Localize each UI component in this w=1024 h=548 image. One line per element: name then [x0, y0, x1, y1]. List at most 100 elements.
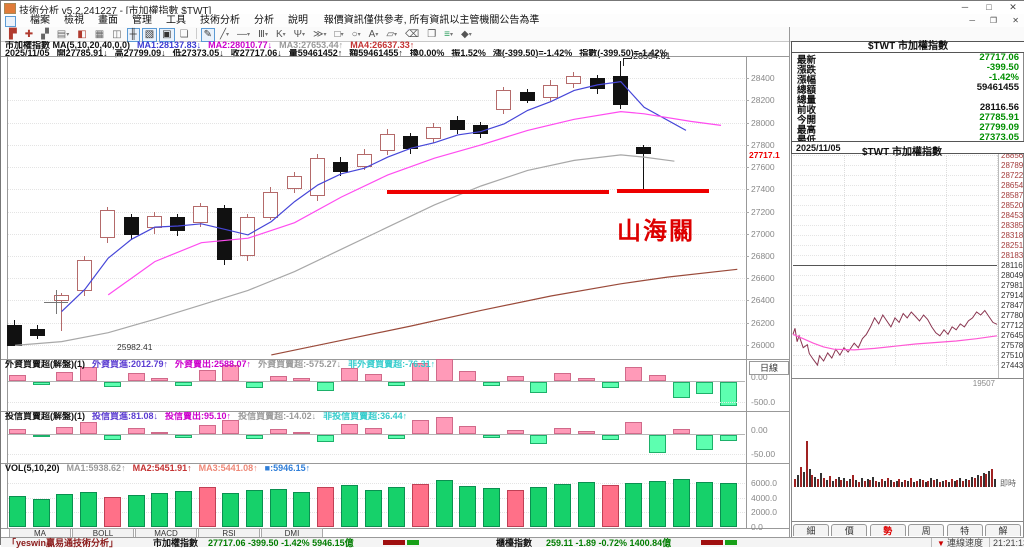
peak-pointer-line — [623, 58, 624, 66]
right-tab-2[interactable]: 勢 — [869, 524, 906, 536]
indicator-tab-boll[interactable]: BOLL — [72, 528, 134, 538]
header-part: MA1:28137.83↓ — [137, 41, 202, 50]
header-part: ■:5946.15↑ — [264, 464, 311, 473]
close-button[interactable]: ✕ — [1009, 2, 1017, 12]
copy-window-icon[interactable]: ❏ — [179, 29, 189, 40]
candle — [403, 136, 418, 149]
shape-tool-icon[interactable]: ▱▾ — [386, 29, 398, 40]
intraday-volume-bar — [936, 479, 938, 487]
foreign-axis-1: -500.0 — [751, 397, 776, 407]
child-minimize-button[interactable]: ─ — [969, 16, 975, 25]
trust-axis-0: 0.00 — [751, 425, 768, 435]
grid-icon[interactable]: ▦ — [94, 29, 105, 40]
maximize-button[interactable]: □ — [986, 2, 992, 12]
trust-net-bar — [625, 422, 642, 434]
rectangle-tool-icon[interactable]: □▾ — [334, 29, 344, 40]
channel-tool-icon[interactable]: ≫▾ — [313, 29, 327, 40]
add-symbol-icon[interactable]: ✚ — [24, 29, 34, 40]
volume-bar — [388, 487, 405, 527]
period-icon[interactable]: ▤▾ — [56, 29, 70, 40]
child-restore-button[interactable]: ❐ — [989, 16, 997, 25]
quote-row-value: -1.42% — [988, 72, 1019, 83]
split-view-icon[interactable]: ◫ — [112, 29, 122, 40]
header-part: 指數(-399.50)=-1.42% — [579, 49, 668, 58]
brand-label: 「yeswin贏易通技術分析」 — [7, 538, 119, 548]
foreign-net-bar-zero-line — [8, 381, 745, 382]
grid-red-icon[interactable]: ◧ — [77, 29, 87, 40]
menu-item-工具[interactable]: 工具 — [166, 15, 186, 26]
right-tab-5[interactable]: 解 — [985, 524, 1021, 536]
pitchfork-tool-icon[interactable]: Ψ▾ — [293, 29, 306, 40]
menu-item-檢視[interactable]: 檢視 — [64, 15, 84, 26]
candle — [613, 76, 628, 105]
right-tab-4[interactable]: 特 — [946, 524, 983, 536]
indicator-tab-ma[interactable]: MA — [9, 528, 71, 538]
intraday-volume-bar — [945, 480, 947, 487]
axis-tick — [746, 278, 749, 279]
windows-icon[interactable]: ❐ — [427, 29, 437, 40]
indicator-tab-rsi[interactable]: RSI — [198, 528, 260, 538]
foreign-net-bar — [649, 375, 666, 381]
trust-net-bar — [388, 435, 405, 439]
minimize-button[interactable]: ─ — [961, 2, 969, 12]
menu-item-分析[interactable]: 分析 — [254, 15, 274, 26]
child-close-button[interactable]: ✕ — [1012, 16, 1019, 25]
volume-bar — [293, 492, 310, 527]
bottom-tabs-border — [1, 528, 789, 529]
foreign-panel-top-border — [1, 359, 789, 360]
layout-lines-icon[interactable]: ≡▾ — [444, 29, 454, 40]
intraday-bottom-border — [791, 521, 1024, 522]
foreign-net-bar — [365, 374, 382, 381]
quote-row-label: 總量 — [797, 95, 817, 106]
menu-item-技術分析[interactable]: 技術分析 — [200, 15, 240, 26]
save-icon[interactable]: ◆▾ — [461, 29, 472, 40]
indicator-tab-macd[interactable]: MACD — [135, 528, 197, 538]
pane-toggle-icon[interactable]: ▣ — [159, 28, 175, 42]
vertical-lines-tool-icon[interactable]: Ⅲ▾ — [258, 29, 268, 40]
ellipse-tool-icon[interactable]: ○▾ — [351, 29, 361, 40]
quote-row: 漲跌 -399.50 — [792, 62, 1024, 76]
right-tab-0[interactable]: 細 — [793, 524, 829, 536]
horizontal-line-tool-icon[interactable]: ―▾ — [237, 29, 251, 40]
period-selector[interactable]: 日線 — [749, 361, 789, 375]
quote-row-value: 59461455 — [976, 82, 1019, 93]
mini-chart-icon[interactable]: ▞ — [41, 29, 49, 40]
intraday-hgrid — [793, 245, 997, 246]
low-price-label: 25982.41 — [117, 342, 153, 352]
trust-axis-1: -50.00 — [751, 449, 776, 459]
intraday-volume-bar — [872, 477, 874, 487]
foreign-net-bar — [9, 375, 26, 381]
intraday-volume-bar — [887, 478, 889, 487]
price-ladder-label: 27712 — [1001, 321, 1024, 330]
menu-item-檔案[interactable]: 檔案 — [30, 15, 50, 26]
header-part: 市加權指數 MA(5,10,20,40,0,0) — [5, 41, 131, 50]
foreign-net-bar — [483, 382, 500, 386]
trendline-tool-icon[interactable]: ╱▾ — [219, 29, 230, 40]
right-tab-1[interactable]: 價 — [831, 524, 868, 536]
overlay-toggle-icon[interactable]: ▧ — [141, 28, 158, 42]
price-ladder-label: 27914 — [1001, 291, 1024, 300]
indicator-header: 市加權指數 MA(5,10,20,40,0,0) MA1:28137.83↓ MA2… — [5, 41, 785, 50]
candlestick-toggle-icon[interactable]: ╫ — [126, 28, 140, 42]
menu-item-說明[interactable]: 說明 — [288, 15, 308, 26]
candle — [520, 92, 535, 101]
trust-net-bar — [222, 420, 239, 434]
menu-item-畫面[interactable]: 畫面 — [98, 15, 118, 26]
eraser-tool-icon[interactable]: ⌫ — [405, 29, 420, 40]
price-ladder-label: 27847 — [1001, 301, 1024, 310]
symbol-list-icon[interactable]: ▛ — [9, 29, 17, 40]
draw-mode-icon[interactable]: ✎ — [200, 28, 215, 42]
indicator-tab-dmi[interactable]: DMI — [261, 528, 323, 538]
intraday-hgrid — [793, 295, 997, 296]
header-part: VOL(5,10,20) — [5, 464, 60, 473]
right-tab-3[interactable]: 周 — [908, 524, 945, 536]
left-plot-border — [7, 56, 8, 529]
text-tool-icon[interactable]: A▾ — [368, 29, 379, 40]
status-separator — [931, 538, 932, 547]
axis-tick — [746, 345, 749, 346]
header-part: 投信買賣超:-14.02↓ — [238, 412, 317, 421]
connection-icon: ▼ — [937, 539, 945, 548]
trust-net-bar — [365, 428, 382, 434]
menu-item-管理[interactable]: 管理 — [132, 15, 152, 26]
fibonacci-tool-icon[interactable]: K▾ — [275, 29, 286, 40]
